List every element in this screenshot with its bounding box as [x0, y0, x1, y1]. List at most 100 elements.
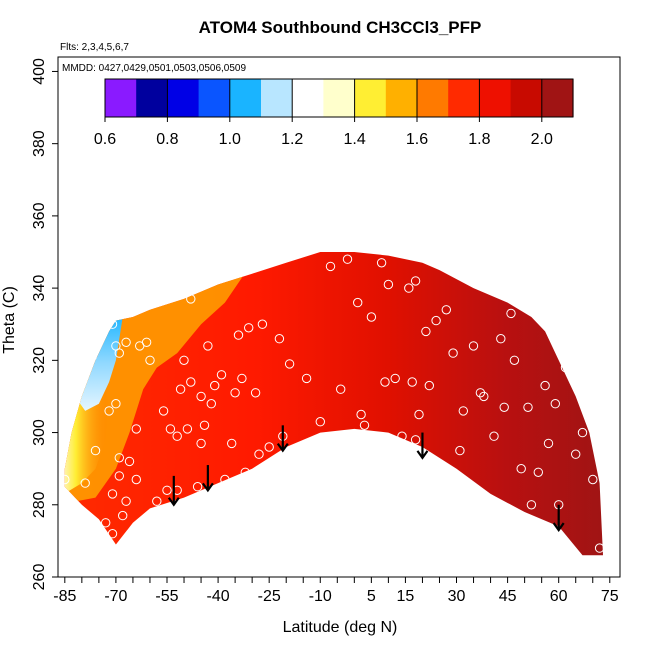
data-point — [73, 355, 84, 365]
x-tick-label: 45 — [499, 588, 517, 605]
flights-label: Flts: 2,3,4,5,6,7 — [60, 42, 129, 53]
colorbar-cell — [229, 79, 262, 117]
data-point — [414, 409, 424, 420]
data-point — [152, 496, 162, 506]
data-point — [87, 352, 97, 362]
colorbar-cell — [167, 79, 200, 117]
data-point — [237, 373, 247, 384]
surface-blue-band — [75, 313, 123, 411]
colorbar-tick-label: 0.8 — [156, 131, 178, 148]
data-point — [410, 435, 421, 445]
colorbar-cell — [541, 79, 574, 117]
data-point — [199, 420, 210, 430]
data-point — [509, 355, 520, 365]
colorbar-cell — [198, 79, 231, 117]
data-point — [353, 297, 363, 308]
colorbar-tick-label: 1.2 — [281, 131, 303, 148]
arrow-marker — [167, 475, 180, 507]
data-point — [274, 334, 285, 344]
x-tick-label: 30 — [448, 588, 466, 605]
data-point — [376, 258, 387, 268]
data-point — [315, 417, 325, 427]
data-point — [523, 402, 533, 412]
x-tick-label: -85 — [53, 588, 76, 605]
data-point — [404, 283, 414, 293]
data-point — [233, 330, 244, 340]
colorbar-tick-label: 1.0 — [219, 131, 241, 148]
x-axis: -85 -70 -55 -40 -25 -10 5 15 30 45 60 75 — [53, 577, 619, 605]
data-point — [114, 453, 125, 463]
data-point — [145, 355, 155, 365]
y-tick-label: 260 — [31, 564, 48, 591]
data-point — [220, 474, 230, 485]
colorbar-cell — [323, 79, 356, 117]
data-point — [366, 312, 377, 322]
data-point — [475, 388, 486, 398]
data-point — [506, 308, 516, 319]
data-point — [448, 348, 458, 358]
data-point — [533, 467, 543, 477]
data-point — [162, 485, 172, 495]
colorbar-tick-label: 1.4 — [343, 131, 365, 148]
x-tick-label: -10 — [309, 588, 332, 605]
data-point — [468, 341, 479, 351]
y-tick-label: 280 — [31, 491, 48, 518]
data-point — [118, 510, 128, 521]
data-point — [325, 261, 336, 272]
data-point — [359, 420, 370, 430]
data-point — [410, 276, 421, 286]
x-tick-label: -25 — [258, 588, 281, 605]
arrow-marker — [201, 465, 214, 493]
data-point — [458, 406, 468, 416]
data-point — [577, 427, 588, 438]
data-point — [291, 471, 302, 481]
data-point — [107, 319, 118, 329]
data-point — [560, 362, 571, 373]
colorbar-cell — [292, 79, 324, 117]
colorbar-tick-label: 1.8 — [468, 131, 490, 148]
data-point — [230, 388, 240, 398]
data-point — [227, 438, 237, 449]
data-point — [131, 424, 142, 434]
data-point — [455, 445, 465, 456]
data-point — [182, 424, 193, 434]
data-point — [179, 355, 189, 365]
colorbar-cell — [417, 79, 449, 117]
colorbar: 0.6 0.8 1.0 1.2 1.4 1.6 1.8 2.0 — [94, 78, 574, 148]
dates-label: MMDD: 0427,0429,0501,0503,0506,0509 — [62, 63, 246, 74]
data-point — [588, 474, 598, 485]
colorbar-cell — [510, 79, 543, 117]
x-tick-label: 5 — [367, 588, 376, 605]
data-point — [489, 431, 499, 441]
data-point — [441, 305, 451, 315]
data-point — [165, 424, 176, 434]
data-point — [356, 409, 366, 420]
data-point — [390, 373, 400, 384]
data-point — [540, 380, 550, 391]
data-point — [284, 359, 295, 369]
data-point — [516, 464, 526, 474]
data-point — [196, 438, 206, 449]
colorbar-cell — [479, 79, 512, 117]
x-tick-label: 75 — [601, 588, 619, 605]
data-point — [192, 482, 203, 492]
x-tick-label: 15 — [397, 588, 415, 605]
y-tick-label: 300 — [31, 419, 48, 446]
arrow-marker — [552, 504, 565, 532]
data-point — [80, 478, 90, 488]
colorbar-cell — [261, 79, 293, 117]
y-axis-label: Theta (C) — [1, 286, 18, 354]
colorbar-tick-label: 0.6 — [94, 131, 116, 148]
arrow-marker — [416, 432, 429, 460]
data-point — [543, 438, 554, 449]
data-point — [431, 315, 441, 326]
data-point — [121, 496, 131, 506]
data-point — [131, 474, 142, 485]
data-point — [107, 529, 118, 539]
colorbar-cell — [385, 79, 418, 117]
data-point — [206, 399, 217, 409]
data-point — [526, 500, 537, 510]
data-point — [124, 456, 135, 467]
colorbar-cell — [136, 79, 168, 117]
